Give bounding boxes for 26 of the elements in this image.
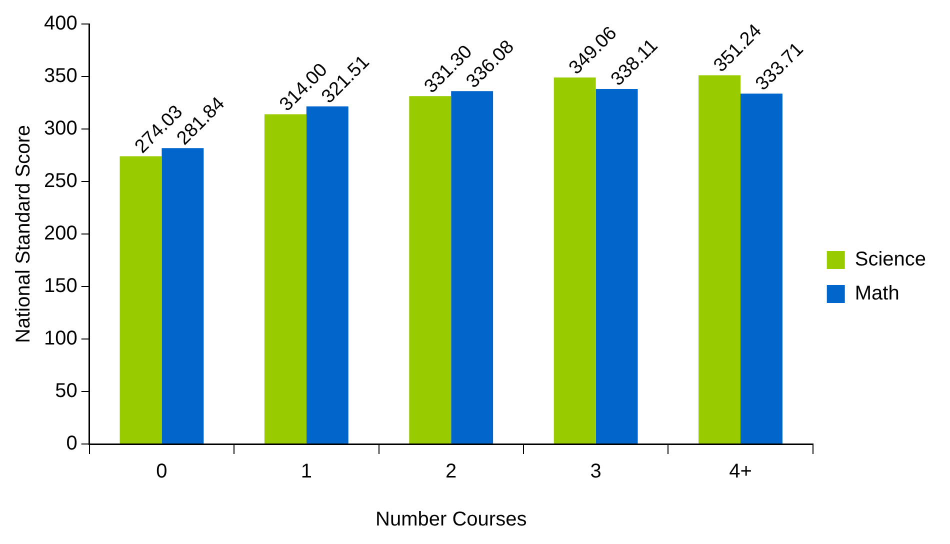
bar xyxy=(451,91,494,444)
bar xyxy=(698,75,740,444)
x-tick-label: 1 xyxy=(300,460,312,483)
y-tick-label: 0 xyxy=(66,432,78,455)
x-tick-label: 3 xyxy=(590,460,602,483)
bar xyxy=(264,114,306,444)
legend-label: Science xyxy=(854,248,926,271)
y-axis-title: National Standard Score xyxy=(12,125,35,343)
x-axis-title: Number Courses xyxy=(376,508,527,531)
y-tick-label: 300 xyxy=(44,118,78,140)
y-tick-label: 150 xyxy=(44,275,78,298)
bar xyxy=(120,156,162,444)
x-tick-label: 0 xyxy=(156,460,168,483)
y-tick-label: 100 xyxy=(44,328,78,350)
bar xyxy=(596,88,638,444)
y-tick-label: 50 xyxy=(55,380,78,402)
legend-label: Math xyxy=(854,282,900,305)
x-tick-label: 2 xyxy=(446,460,457,483)
bar xyxy=(409,96,452,444)
bar xyxy=(554,77,596,444)
x-tick-label: 4+ xyxy=(729,460,752,483)
y-tick-label: 200 xyxy=(44,222,78,245)
y-tick-label: 250 xyxy=(44,170,78,192)
bar xyxy=(740,94,782,444)
y-tick-label: 350 xyxy=(44,65,78,88)
y-tick-label: 400 xyxy=(44,12,78,35)
